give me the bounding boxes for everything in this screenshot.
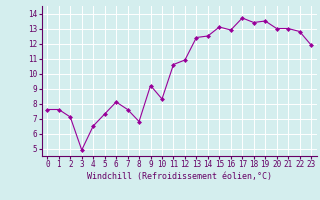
X-axis label: Windchill (Refroidissement éolien,°C): Windchill (Refroidissement éolien,°C)	[87, 172, 272, 181]
